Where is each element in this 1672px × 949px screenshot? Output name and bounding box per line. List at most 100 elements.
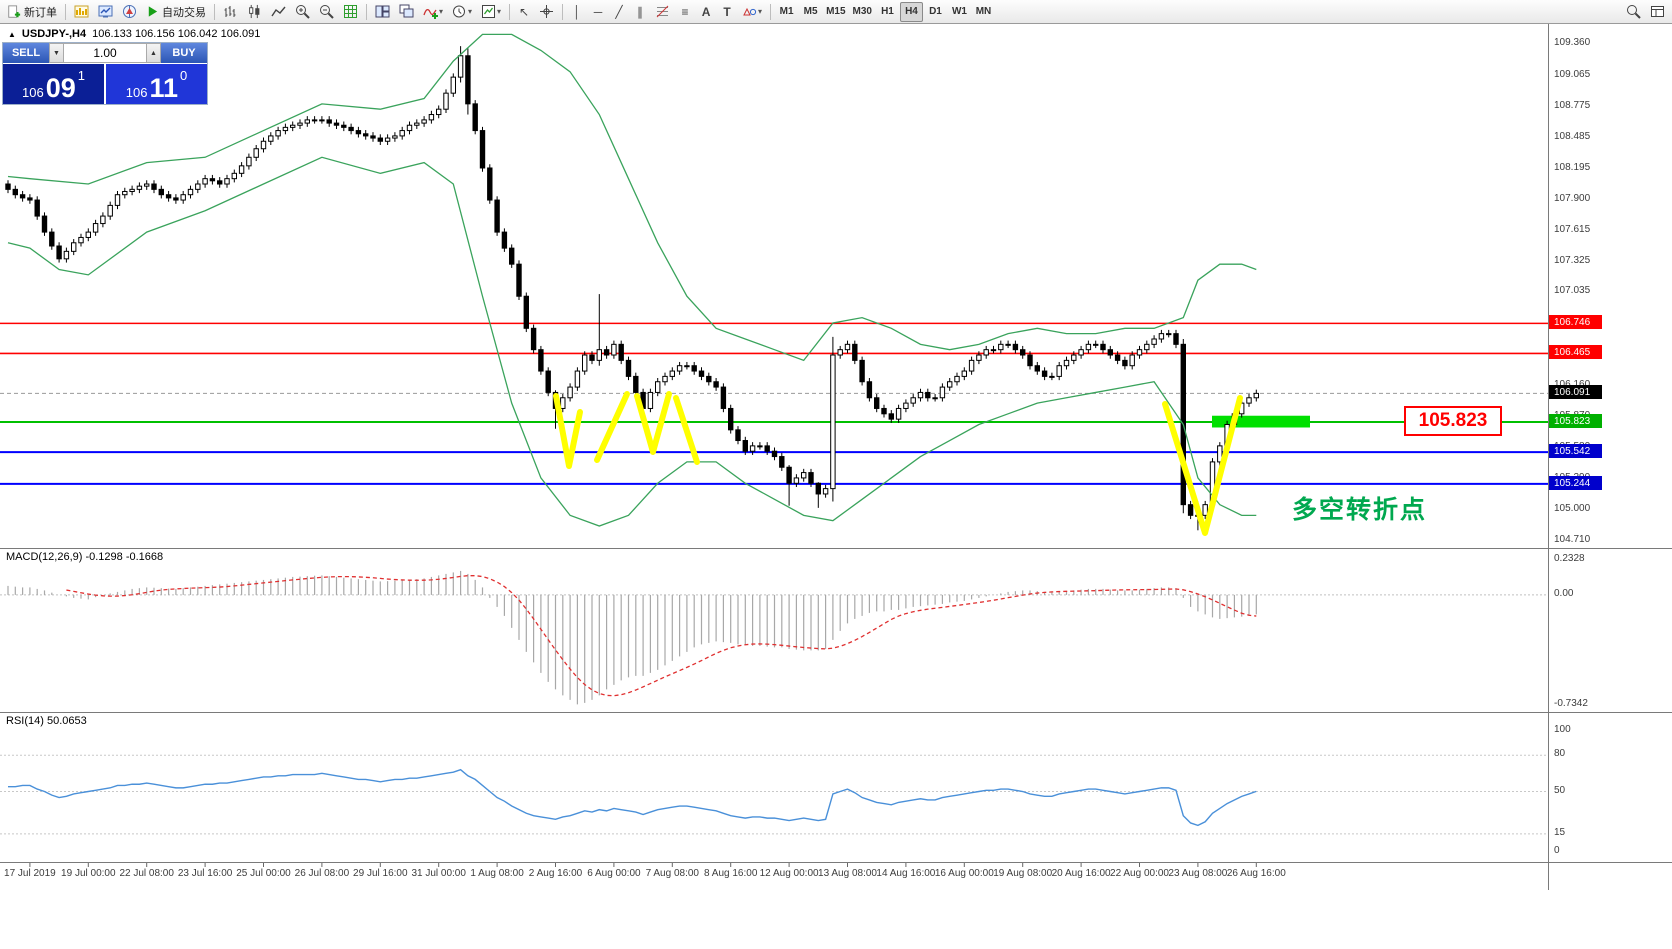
fibonacci-tool[interactable] bbox=[651, 2, 674, 22]
cascade-windows-button[interactable] bbox=[395, 2, 418, 22]
zoom-in-button[interactable] bbox=[291, 2, 314, 22]
bar-chart-button[interactable] bbox=[219, 2, 242, 22]
line-chart-icon bbox=[271, 6, 286, 17]
pane-separator-timeaxis[interactable] bbox=[0, 862, 1672, 863]
volume-input[interactable]: 1.00 bbox=[64, 43, 146, 63]
pane-separator-rsi[interactable] bbox=[0, 712, 1672, 713]
macd-pane bbox=[0, 570, 1548, 705]
market-watch-button[interactable] bbox=[94, 2, 117, 22]
new-chart-icon bbox=[74, 5, 89, 18]
navigator-icon bbox=[123, 5, 136, 18]
cursor-button[interactable]: ↖ bbox=[514, 2, 534, 22]
sell-price-main: 106 bbox=[22, 85, 44, 100]
toolbar-separator bbox=[214, 3, 215, 20]
timeframe-M5[interactable]: M5 bbox=[799, 2, 822, 22]
yellow-annotation-2[interactable] bbox=[594, 391, 630, 463]
price-callout-box[interactable]: 105.823 bbox=[1404, 406, 1502, 436]
macd-signal-line bbox=[66, 575, 1257, 697]
chart-canvas[interactable] bbox=[0, 24, 1548, 890]
price-tag-105.823: 105.823 bbox=[1549, 414, 1602, 429]
horizontal-line-icon: ─ bbox=[593, 4, 603, 19]
candlestick-chart-button[interactable] bbox=[243, 2, 266, 22]
timeframe-MN[interactable]: MN bbox=[972, 2, 995, 22]
sell-price-button[interactable]: 106 09 1 bbox=[3, 64, 104, 104]
timeframe-H1[interactable]: H1 bbox=[876, 2, 899, 22]
grid-button[interactable] bbox=[339, 2, 362, 22]
data-window-icon bbox=[1651, 6, 1664, 17]
text-label-tool[interactable]: T bbox=[717, 2, 737, 22]
toolbar: 新订单 自动交易 ▾ ▾ bbox=[0, 0, 1672, 24]
sell-label-button[interactable]: SELL bbox=[3, 43, 49, 63]
rsi-axis-label: 80 bbox=[1554, 748, 1566, 760]
new-order-icon bbox=[8, 4, 21, 18]
price-axis-label: 105.000 bbox=[1554, 502, 1591, 514]
new-chart-button[interactable] bbox=[70, 2, 93, 22]
one-click-trade-panel: SELL ▼ 1.00 ▲ BUY 106 09 1 106 11 0 bbox=[2, 42, 208, 105]
zoom-in-icon bbox=[296, 5, 310, 19]
oneclick-collapse-icon[interactable]: ▲ bbox=[8, 29, 16, 39]
bollinger-lower-line bbox=[7, 156, 1257, 527]
chevron-down-icon: ▾ bbox=[497, 7, 502, 16]
volume-increment-button[interactable]: ▲ bbox=[146, 43, 161, 63]
candlestick-chart-icon bbox=[249, 4, 260, 19]
rsi-axis-label: 15 bbox=[1554, 826, 1566, 838]
new-order-button[interactable]: 新订单 bbox=[3, 2, 61, 22]
price-axis-label: 109.360 bbox=[1554, 37, 1591, 48]
shapes-tool[interactable]: ▾ bbox=[738, 2, 766, 22]
rsi-axis-label: 100 bbox=[1554, 724, 1571, 735]
price-axis-label: 104.710 bbox=[1554, 533, 1591, 545]
market-watch-icon bbox=[98, 5, 113, 18]
price-axis[interactable]: 109.360 109.065 108.775 108.485 108.195 107.9… bbox=[1548, 24, 1672, 890]
channel-tool[interactable]: ∥ bbox=[630, 2, 650, 22]
timeframe-M15[interactable]: M15 bbox=[823, 2, 848, 22]
periods-button[interactable]: ▾ bbox=[448, 2, 476, 22]
toolbar-separator bbox=[509, 3, 511, 20]
volume-decrement-button[interactable]: ▼ bbox=[49, 43, 64, 63]
buy-price-button[interactable]: 106 11 0 bbox=[106, 64, 207, 104]
highlight-zone-rect[interactable] bbox=[1212, 415, 1310, 428]
bollinger-upper-line bbox=[7, 33, 1257, 362]
price-axis-label: 108.195 bbox=[1554, 161, 1591, 173]
tile-windows-button[interactable] bbox=[371, 2, 394, 22]
text-tool[interactable]: A bbox=[696, 2, 716, 22]
yellow-annotation-4[interactable] bbox=[673, 395, 700, 465]
crosshair-button[interactable] bbox=[535, 2, 558, 22]
navigator-button[interactable] bbox=[118, 2, 141, 22]
trendline-tool[interactable]: ╱ bbox=[609, 2, 629, 22]
indicators-button[interactable]: ▾ bbox=[419, 2, 447, 22]
templates-button[interactable]: ▾ bbox=[477, 2, 505, 22]
symbol-ohlc: 106.133 106.156 106.042 106.091 bbox=[92, 28, 261, 40]
autotrading-button[interactable]: 自动交易 bbox=[142, 2, 210, 22]
timeframe-M30[interactable]: M30 bbox=[850, 2, 875, 22]
yellow-annotation-3[interactable] bbox=[634, 391, 672, 455]
search-button[interactable] bbox=[1622, 2, 1645, 22]
timeframe-M1[interactable]: M1 bbox=[775, 2, 798, 22]
zoom-out-button[interactable] bbox=[315, 2, 338, 22]
yellow-annotation-1[interactable] bbox=[553, 393, 583, 469]
clock-icon bbox=[453, 5, 466, 18]
toolbar-separator bbox=[65, 3, 66, 20]
buy-price-pips: 11 bbox=[149, 73, 178, 103]
line-chart-button[interactable] bbox=[267, 2, 290, 22]
macd-axis-label: -0.7342 bbox=[1554, 698, 1588, 709]
horizontal-line-tool[interactable]: ─ bbox=[588, 2, 608, 22]
price-axis-label: 107.615 bbox=[1554, 223, 1591, 235]
levels-tool[interactable]: ≡ bbox=[675, 2, 695, 22]
price-tag-105.542: 105.542 bbox=[1549, 444, 1602, 459]
turning-point-annotation[interactable]: 多空转折点 bbox=[1292, 496, 1428, 524]
yellow-annotation-5[interactable] bbox=[1162, 395, 1243, 536]
timeframe-D1[interactable]: D1 bbox=[924, 2, 947, 22]
buy-label-button[interactable]: BUY bbox=[161, 43, 207, 63]
indicators-icon bbox=[423, 8, 438, 19]
timeframe-H4[interactable]: H4 bbox=[899, 1, 923, 22]
toolbar-separator bbox=[562, 3, 564, 20]
toolbar-separator bbox=[366, 3, 367, 20]
text-label-icon: T bbox=[723, 4, 731, 19]
vertical-line-tool[interactable]: │ bbox=[567, 2, 587, 22]
buy-price-main: 106 bbox=[125, 85, 148, 100]
price-axis-label: 107.035 bbox=[1554, 285, 1591, 297]
timeframe-W1[interactable]: W1 bbox=[948, 2, 971, 22]
price-axis-label: 107.900 bbox=[1554, 193, 1591, 205]
data-window-button[interactable] bbox=[1646, 2, 1669, 22]
pane-separator-macd[interactable] bbox=[0, 548, 1672, 549]
